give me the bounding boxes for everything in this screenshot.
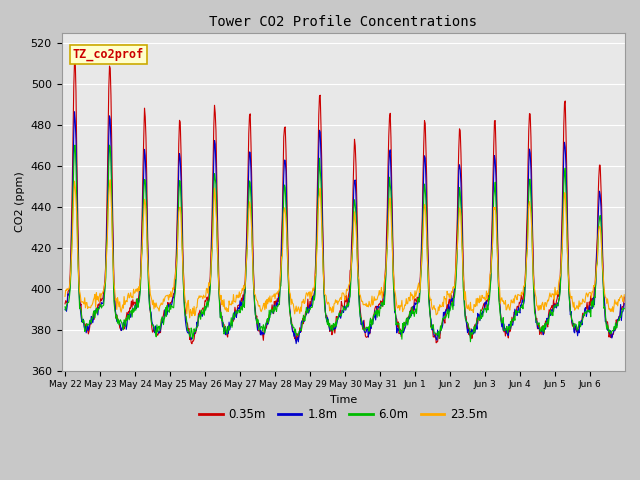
6.0m <box>230 314 238 320</box>
Y-axis label: CO2 (ppm): CO2 (ppm) <box>15 171 25 232</box>
6.0m <box>620 305 628 311</box>
6.0m <box>127 308 135 313</box>
0.35m <box>61 301 69 307</box>
1.8m <box>620 301 628 307</box>
23.5m <box>404 301 412 307</box>
1.8m <box>404 319 412 324</box>
1.8m <box>258 332 266 338</box>
23.5m <box>186 315 193 321</box>
6.0m <box>61 304 69 310</box>
0.35m <box>620 294 628 300</box>
6.0m <box>435 329 442 335</box>
Line: 0.35m: 0.35m <box>65 60 624 344</box>
23.5m <box>620 292 628 298</box>
Line: 1.8m: 1.8m <box>65 112 624 344</box>
23.5m <box>435 308 443 313</box>
Title: Tower CO2 Profile Concentrations: Tower CO2 Profile Concentrations <box>209 15 477 29</box>
0.35m <box>188 341 196 347</box>
Legend: 0.35m, 1.8m, 6.0m, 23.5m: 0.35m, 1.8m, 6.0m, 23.5m <box>195 403 492 426</box>
0.35m <box>231 304 239 310</box>
X-axis label: Time: Time <box>330 395 357 405</box>
Text: TZ_co2prof: TZ_co2prof <box>73 48 144 61</box>
1.8m <box>230 316 238 322</box>
1.8m <box>70 109 78 115</box>
23.5m <box>106 177 114 183</box>
Line: 23.5m: 23.5m <box>65 180 624 318</box>
Line: 6.0m: 6.0m <box>65 145 624 342</box>
1.8m <box>292 341 300 347</box>
23.5m <box>280 211 287 216</box>
6.0m <box>467 339 474 345</box>
1.8m <box>61 307 69 312</box>
6.0m <box>403 315 411 321</box>
0.35m <box>127 298 135 304</box>
23.5m <box>231 299 239 304</box>
0.35m <box>259 331 266 337</box>
23.5m <box>61 293 69 299</box>
0.35m <box>404 315 412 321</box>
1.8m <box>127 312 135 317</box>
1.8m <box>435 332 443 338</box>
6.0m <box>279 216 287 222</box>
0.35m <box>435 332 443 338</box>
23.5m <box>259 305 266 311</box>
6.0m <box>258 324 266 330</box>
0.35m <box>280 134 287 140</box>
6.0m <box>106 142 113 148</box>
0.35m <box>72 57 79 63</box>
1.8m <box>279 197 287 203</box>
23.5m <box>127 295 135 300</box>
